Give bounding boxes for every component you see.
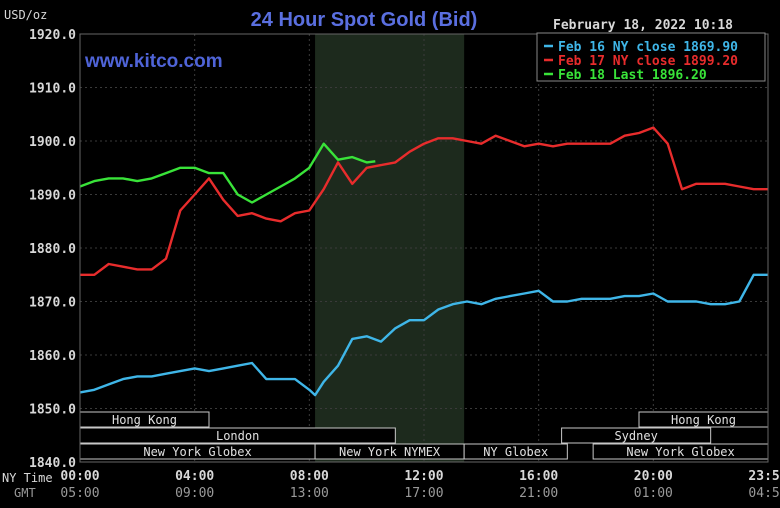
y-tick-label: 1860.0	[29, 349, 76, 364]
date-time: February 18, 2022 10:18	[553, 18, 733, 33]
x-tick-label-ny: 04:00	[175, 469, 214, 484]
y-tick-label: 1900.0	[29, 135, 76, 150]
y-tick-label: 1910.0	[29, 82, 76, 97]
session-box	[561, 427, 712, 444]
series-line	[80, 126, 768, 276]
legend-label: Feb 18 Last 1896.20	[558, 68, 707, 83]
x-tick-label-ny: 16:00	[519, 469, 558, 484]
y-tick-label: 1850.0	[29, 403, 76, 418]
session-label: New York Globex	[143, 445, 251, 459]
legend-box	[536, 32, 766, 82]
legend-label: Feb 16 NY close 1869.90	[558, 40, 738, 55]
gmt-row-label: GMT	[14, 486, 36, 500]
session-label: New York NYMEX	[339, 445, 441, 459]
x-tick-labels: 00:00 05:00 04:00 09:00 08:00 13:00 12:00 17:00…	[60, 469, 780, 501]
series-line	[79, 142, 376, 204]
x-tick-label-gmt: 01:00	[634, 486, 673, 501]
x-tick-label-gmt: 05:00	[60, 486, 99, 501]
x-tick-label-gmt: 17:00	[404, 486, 443, 501]
x-tick-label-gmt: 13:00	[290, 486, 329, 501]
plot-frame	[79, 33, 769, 463]
ny-time-row-label: NY Time	[2, 471, 53, 485]
market-sessions: Hong Kong Hong Kong London Sydney New York G…	[79, 411, 769, 460]
session-label: London	[216, 429, 259, 443]
y-tick-labels: 1920.0 1910.0 1900.0 1890.0 1880.0 1870.0 1860…	[29, 28, 76, 471]
x-tick-label-ny: 00:00	[60, 469, 99, 484]
session-label: Sydney	[614, 429, 657, 443]
session-label: Hong Kong	[112, 413, 177, 427]
y-tick-label: 1890.0	[29, 189, 76, 204]
session-label: Hong Kong	[671, 413, 736, 427]
y-tick-label: 1880.0	[29, 242, 76, 257]
x-tick-label-ny: 20:00	[634, 469, 673, 484]
watermark: www.kitco.com	[84, 51, 223, 72]
chart-title: 24 Hour Spot Gold (Bid)	[251, 9, 478, 31]
session-box	[463, 443, 568, 460]
y-tick-label: 1870.0	[29, 296, 76, 311]
x-tick-label-gmt: 04:59	[748, 486, 780, 501]
nymex-shaded-region	[315, 34, 465, 462]
session-label: NY Globex	[483, 445, 548, 459]
x-tick-label-ny: 23:59	[748, 469, 780, 484]
session-label: New York Globex	[626, 445, 734, 459]
y-tick-label: 1920.0	[29, 28, 76, 43]
x-tick-label-ny: 08:00	[290, 469, 329, 484]
y-tick-label: 1840.0	[29, 456, 76, 471]
x-tick-label-ny: 12:00	[404, 469, 443, 484]
x-tick-label-gmt: 21:00	[519, 486, 558, 501]
series-line	[79, 273, 768, 397]
legend-label: Feb 17 NY close 1899.20	[558, 54, 738, 69]
y-axis-unit: USD/oz	[4, 8, 47, 22]
price-series	[79, 126, 768, 397]
x-tick-label-gmt: 09:00	[175, 486, 214, 501]
